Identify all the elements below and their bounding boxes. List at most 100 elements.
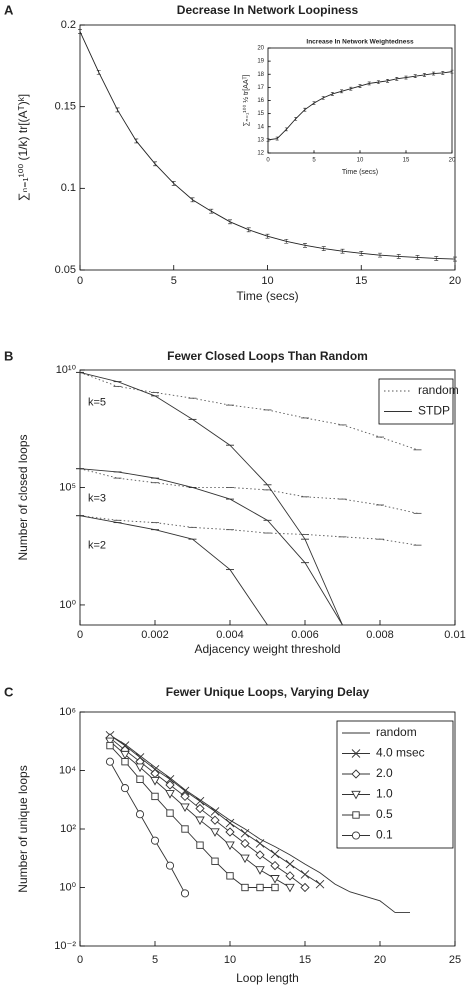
y-axis-label: Number of closed loops <box>16 434 30 560</box>
marker-square <box>256 883 264 892</box>
x-tick-label: 5 <box>312 158 316 164</box>
panel-label: A <box>4 2 14 17</box>
marker-diamond <box>165 780 175 790</box>
curve-label: k=2 <box>88 540 106 552</box>
error-marker <box>275 136 279 141</box>
marker-triangle <box>240 854 250 864</box>
x-tick-label: 20 <box>374 954 386 966</box>
error-marker <box>265 233 270 239</box>
legend-label: 4.0 msec <box>376 746 425 760</box>
error-marker <box>359 251 364 256</box>
marker-triangle <box>285 883 295 893</box>
error-marker <box>349 86 353 91</box>
series-line <box>79 371 418 451</box>
error-marker <box>434 256 439 261</box>
x-tick-label: 5 <box>152 954 158 966</box>
x-tick-label: 15 <box>355 275 367 287</box>
error-marker <box>209 208 214 214</box>
marker-triangle <box>165 790 175 799</box>
panel-label: C <box>4 684 14 699</box>
x-tick-label: 0.01 <box>444 629 465 641</box>
marker-x <box>180 786 190 796</box>
marker-x <box>285 859 295 869</box>
marker-x <box>240 829 250 838</box>
marker-square <box>166 809 174 817</box>
marker-square <box>121 758 129 766</box>
error-marker <box>303 243 307 248</box>
error-marker <box>321 96 325 100</box>
x-tick-label: 0.002 <box>141 629 169 641</box>
y-tick-label: 10² <box>60 823 76 835</box>
marker-x <box>195 796 205 806</box>
x-tick-label: 0 <box>77 629 83 641</box>
marker-x <box>225 818 235 828</box>
legend-label: 1.0 <box>376 787 393 801</box>
marker-triangle <box>135 763 145 773</box>
marker-diamond <box>255 850 265 860</box>
x-tick-label: 0.004 <box>216 629 244 641</box>
marker-circle <box>165 861 175 870</box>
curve-label: k=5 <box>88 396 106 408</box>
series-line <box>79 468 343 626</box>
x-tick-label: 15 <box>403 158 410 164</box>
error-marker <box>78 29 82 34</box>
error-marker <box>330 92 334 96</box>
marker-triangle <box>180 803 190 813</box>
y-tick-label: 0.15 <box>55 101 76 113</box>
marker-circle <box>180 889 190 898</box>
y-tick-label: 0.1 <box>61 182 76 194</box>
marker-square <box>196 841 204 849</box>
legend-label: 0.1 <box>376 828 393 842</box>
y-tick-label: 0.2 <box>61 19 76 31</box>
marker-circle <box>105 757 115 766</box>
marker-square <box>271 883 279 892</box>
x-axis-label: Adjacency weight threshold <box>194 642 340 656</box>
marker-triangle <box>120 750 130 760</box>
error-marker <box>386 79 390 83</box>
marker-diamond <box>300 882 310 893</box>
panel-label: B <box>4 348 13 363</box>
y-tick-label: 16 <box>257 98 264 104</box>
marker-triangle <box>210 828 220 837</box>
series-line <box>79 515 418 546</box>
y-tick-label: 10⁻² <box>54 940 76 952</box>
marker-triangle <box>225 841 235 851</box>
error-marker <box>367 81 371 86</box>
x-tick-label: 0 <box>77 275 83 287</box>
error-marker <box>453 256 457 262</box>
series-line <box>109 734 410 913</box>
y-tick-label: 20 <box>257 46 264 52</box>
error-marker <box>190 197 195 203</box>
y-tick-label: 10⁰ <box>59 599 76 611</box>
x-tick-label: 0.008 <box>366 629 394 641</box>
x-tick-label: 10 <box>357 158 364 164</box>
marker-x <box>270 849 280 859</box>
error-marker <box>358 84 362 88</box>
marker-diamond <box>270 860 280 871</box>
x-axis-label: Loop length <box>236 971 299 985</box>
series-line <box>79 371 343 626</box>
error-marker <box>396 254 401 259</box>
legend-label: random <box>376 725 417 739</box>
legend-marker <box>352 811 360 819</box>
marker-triangle <box>195 816 205 826</box>
legend-marker <box>351 749 361 758</box>
error-marker <box>395 77 399 81</box>
y-tick-label: 10⁵ <box>59 481 76 493</box>
legend-label: 2.0 <box>376 766 393 780</box>
legend-box <box>336 720 454 849</box>
marker-x <box>210 807 220 816</box>
curve-label: k=3 <box>88 493 106 505</box>
y-tick-label: 0.05 <box>55 264 76 276</box>
chart-title: Decrease In Network Loopiness <box>177 3 359 17</box>
error-marker <box>134 138 139 144</box>
marker-square <box>151 792 159 801</box>
legend-marker <box>351 769 361 779</box>
series-line <box>79 468 418 514</box>
legend-label: random <box>418 383 459 397</box>
y-tick-label: 10⁴ <box>59 764 76 776</box>
marker-square <box>211 857 219 865</box>
y-tick-label: 17 <box>257 85 264 91</box>
error-marker <box>284 127 288 132</box>
